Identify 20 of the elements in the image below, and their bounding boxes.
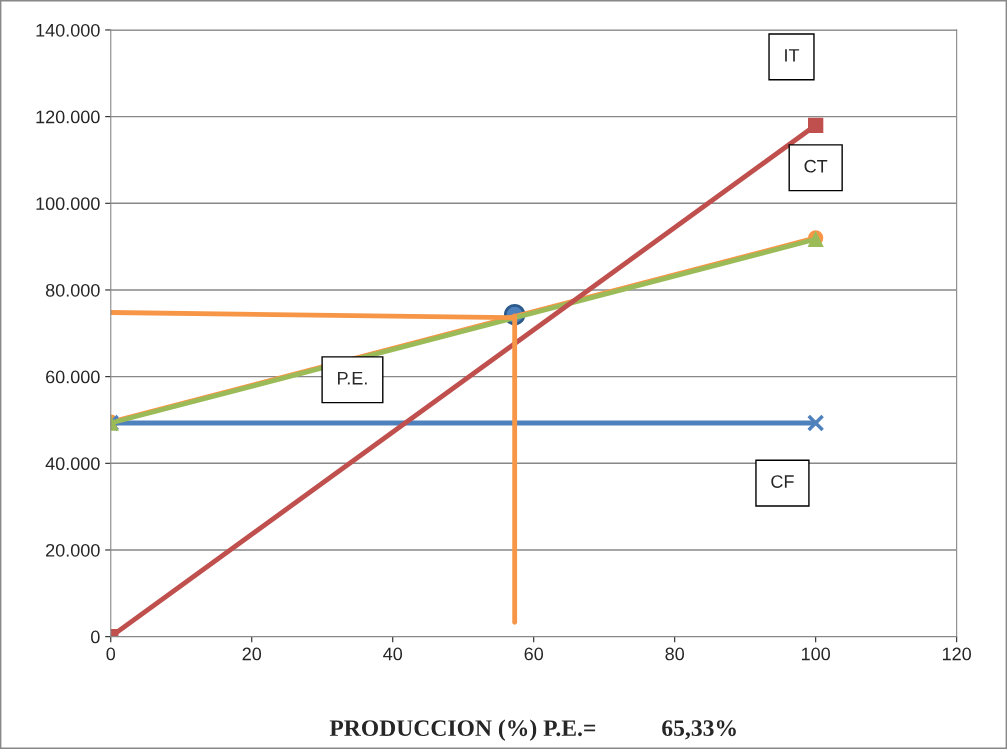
y-tick-label: 100.000 [36, 197, 100, 211]
y-tick-label: 60.000 [46, 370, 100, 384]
y-tick-label: 40.000 [45, 457, 100, 471]
x-tick-label: 100 [801, 647, 831, 661]
y-tick-label: 80.000 [45, 283, 100, 297]
x-axis-title: PRODUCCION (%) P.E.= 65,33% [329, 719, 736, 741]
y-tick-label: 20.000 [46, 543, 100, 557]
x-tick-label: 120 [942, 647, 972, 661]
y-tick-label: 0 [91, 630, 100, 644]
annotation: IT [785, 49, 800, 62]
x-tick-label: 40 [383, 647, 403, 661]
x-tick-label: 60 [524, 647, 544, 661]
annotation: CT [804, 159, 828, 173]
annotation: P.E. [338, 371, 367, 385]
x-tick-label: 0 [106, 647, 116, 661]
y-tick-label: 120.000 [36, 110, 100, 124]
annotation: CF [771, 475, 794, 488]
x-tick-label: 20 [242, 647, 262, 661]
y-tick-label: 140.000 [36, 23, 100, 37]
x-tick-label: 80 [665, 647, 685, 661]
